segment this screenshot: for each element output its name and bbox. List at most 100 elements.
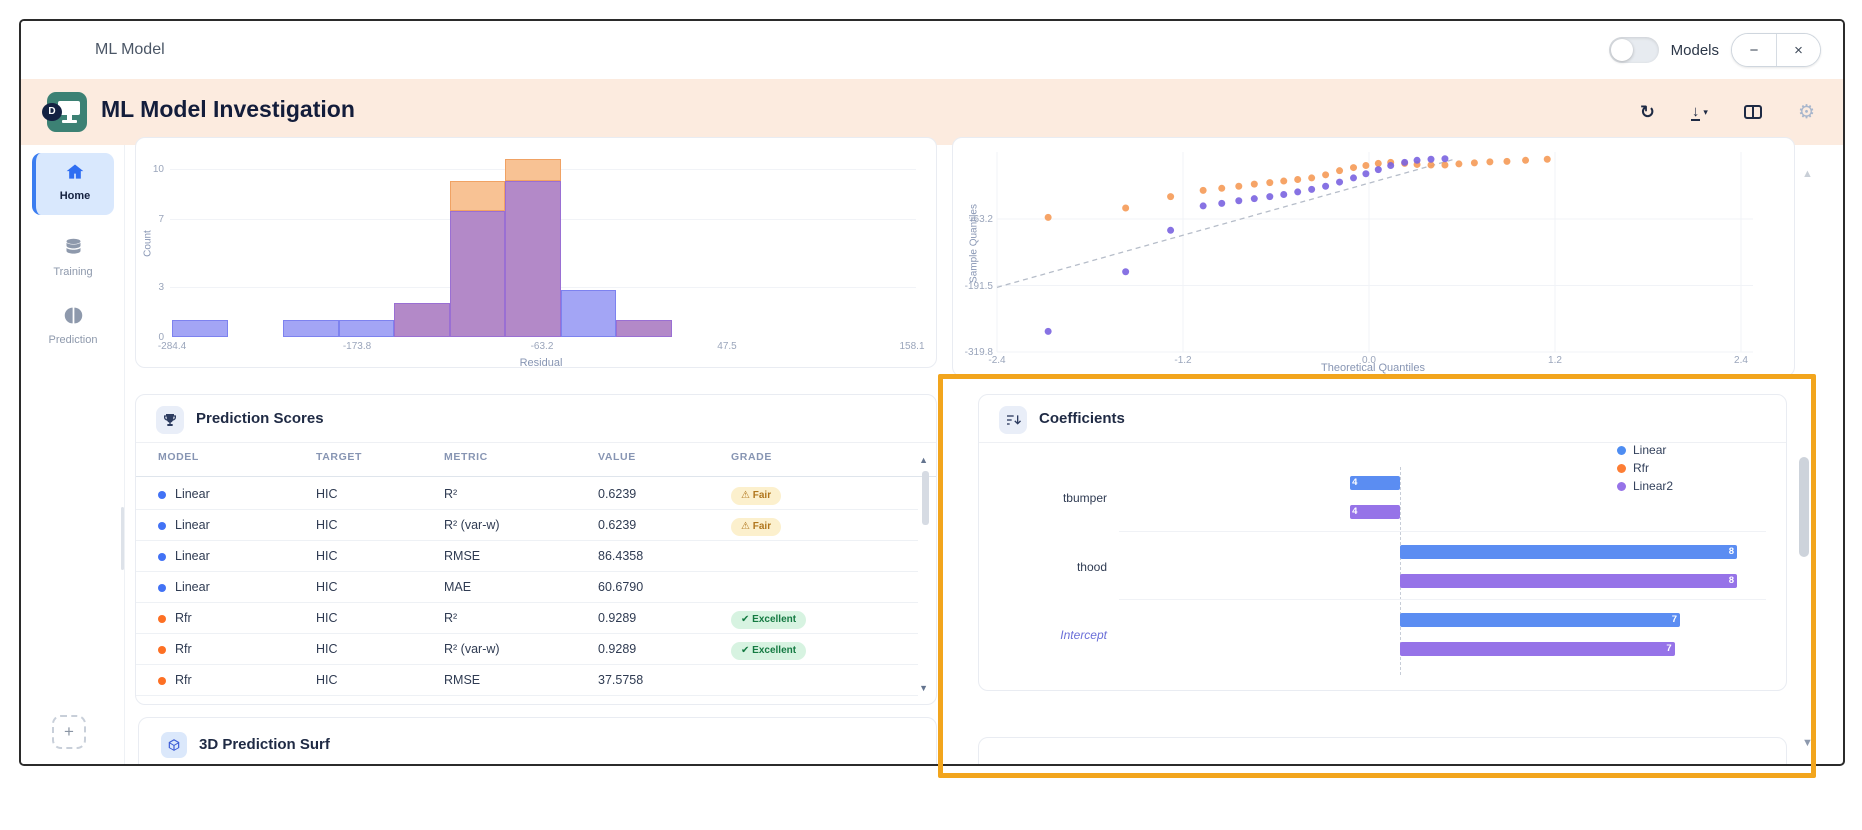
qq-point-orange-series[interactable] <box>1218 184 1226 192</box>
table-row[interactable]: Linear HIC RMSE 86.4358 <box>136 541 918 572</box>
table-row[interactable]: Linear HIC MAE 60.6790 <box>136 572 918 603</box>
qq-point-orange-series[interactable] <box>1543 155 1551 163</box>
qq-point-purple-series[interactable] <box>1427 155 1435 163</box>
qq-point-orange-series[interactable] <box>1294 175 1302 183</box>
qq-point-purple-series[interactable] <box>1441 155 1449 163</box>
sidebar-scrollbar[interactable] <box>121 507 124 570</box>
sidebar-item-training[interactable]: Training <box>21 237 125 278</box>
minimize-button[interactable]: − <box>1732 34 1776 66</box>
qq-point-purple-series[interactable] <box>1294 188 1302 196</box>
qq-point-purple-series[interactable] <box>1413 156 1421 164</box>
prediction-scores-header: Prediction Scores <box>136 395 936 443</box>
qq-point-purple-series[interactable] <box>1266 193 1274 201</box>
qq-point-orange-series[interactable] <box>1235 182 1243 190</box>
qq-point-purple-series[interactable] <box>1218 199 1226 207</box>
qq-point-orange-series[interactable] <box>1280 177 1288 185</box>
hist-bar-orange[interactable] <box>505 158 561 181</box>
qq-point-orange-series[interactable] <box>1122 204 1130 212</box>
qq-plot[interactable] <box>953 138 1794 376</box>
sidebar-item-prediction[interactable]: Prediction <box>21 305 125 346</box>
models-toggle[interactable] <box>1608 37 1659 63</box>
legend-item-rfr[interactable]: Rfr <box>1617 459 1673 477</box>
residual-histogram-plot[interactable]: 10 7 3 0 -284.4 -173.8 -63.2 47.5 158.1 <box>136 138 936 367</box>
qq-point-purple-series[interactable] <box>1199 202 1207 210</box>
qq-point-purple-series[interactable] <box>1280 191 1288 199</box>
page-scroll-down-icon[interactable]: ▼ <box>1802 737 1813 749</box>
qq-point-orange-series[interactable] <box>1199 186 1207 194</box>
qq-point-orange-series[interactable] <box>1322 171 1330 179</box>
qq-point-purple-series[interactable] <box>1044 327 1052 335</box>
refresh-icon[interactable]: ↻ <box>1639 101 1655 122</box>
coef-bar-linear2[interactable]: 4 <box>1350 505 1400 519</box>
hist-bar-overlap[interactable] <box>449 211 505 337</box>
qq-point-orange-series[interactable] <box>1522 156 1530 164</box>
hist-bar-overlap[interactable] <box>616 320 672 337</box>
hist-bar-orange[interactable] <box>449 180 505 211</box>
table-row[interactable]: Rfr HIC R² 0.9289 ✔ Excellent <box>136 603 918 634</box>
table-row[interactable]: Linear HIC R² 0.6239 ⚠ Fair <box>136 479 918 510</box>
table-row[interactable]: Rfr HIC R² (var-w) 0.9289 ✔ Excellent <box>136 634 918 665</box>
qq-point-purple-series[interactable] <box>1250 195 1258 203</box>
qq-point-purple-series[interactable] <box>1122 268 1130 276</box>
close-button[interactable]: × <box>1776 34 1820 66</box>
qq-x-tick: -2.4 <box>988 355 1006 366</box>
download-icon[interactable]: ↓ ▾ <box>1690 102 1708 121</box>
qq-point-orange-series[interactable] <box>1336 167 1344 175</box>
coef-bar-linear[interactable]: 7 <box>1400 613 1681 627</box>
scores-table-header: MODEL TARGET METRIC VALUE GRADE <box>136 451 936 477</box>
legend-item-linear[interactable]: Linear <box>1617 441 1673 459</box>
coef-bar-linear2[interactable]: 7 <box>1400 642 1675 656</box>
qq-point-orange-series[interactable] <box>1250 180 1258 188</box>
table-row[interactable]: Linear HIC R² (var-w) 0.6239 ⚠ Fair <box>136 510 918 541</box>
qq-point-purple-series[interactable] <box>1322 182 1330 190</box>
qq-point-orange-series[interactable] <box>1044 213 1052 221</box>
legend-item-linear2[interactable]: Linear2 <box>1617 477 1673 495</box>
hist-bar-blue[interactable] <box>283 320 339 337</box>
qq-point-purple-series[interactable] <box>1167 226 1175 234</box>
page-scrollbar-thumb[interactable] <box>1799 457 1809 557</box>
sidebar-item-home[interactable]: Home <box>32 153 114 215</box>
qq-point-orange-series[interactable] <box>1167 193 1175 201</box>
qq-point-orange-series[interactable] <box>1427 161 1435 169</box>
cell-value: 60.6790 <box>598 580 644 594</box>
qq-point-orange-series[interactable] <box>1266 179 1274 187</box>
page-scroll-up-icon[interactable]: ▲ <box>1802 168 1813 180</box>
qq-point-purple-series[interactable] <box>1336 178 1344 186</box>
cell-model: Rfr <box>158 603 192 634</box>
qq-x-tick: 0.0 <box>1362 355 1376 366</box>
coef-bar-linear2[interactable]: 8 <box>1400 573 1737 588</box>
trophy-icon <box>156 406 184 434</box>
table-scroll-down-icon[interactable]: ▼ <box>919 683 928 693</box>
qq-point-orange-series[interactable] <box>1350 164 1357 172</box>
qq-point-orange-series[interactable] <box>1441 161 1449 169</box>
hist-bar-overlap[interactable] <box>394 303 450 337</box>
qq-point-orange-series[interactable] <box>1374 159 1382 167</box>
qq-point-purple-series[interactable] <box>1387 161 1395 169</box>
coefficients-plot[interactable]: tbumper 4 4 thood 8 8 Intercept 7 7 <box>979 443 1786 690</box>
qq-point-purple-series[interactable] <box>1235 197 1243 205</box>
columns-icon[interactable] <box>1743 105 1762 119</box>
table-scrollbar-thumb[interactable] <box>922 471 929 525</box>
hist-bar-overlap[interactable] <box>505 180 561 337</box>
table-scroll-up-icon[interactable]: ▲ <box>919 455 928 465</box>
hist-bar-blue[interactable] <box>172 320 228 337</box>
coef-bar-linear[interactable]: 4 <box>1350 476 1400 490</box>
coef-bar-linear[interactable]: 8 <box>1400 544 1737 559</box>
qq-point-purple-series[interactable] <box>1362 170 1370 178</box>
qq-point-orange-series[interactable] <box>1362 161 1370 169</box>
qq-point-purple-series[interactable] <box>1401 158 1409 166</box>
add-panel-button[interactable]: + <box>52 715 86 749</box>
qq-point-orange-series[interactable] <box>1308 174 1316 182</box>
qq-point-purple-series[interactable] <box>1374 166 1382 174</box>
qq-point-orange-series[interactable] <box>1455 160 1463 168</box>
qq-point-orange-series[interactable] <box>1503 157 1511 165</box>
qq-point-orange-series[interactable] <box>1470 159 1478 167</box>
qq-point-purple-series[interactable] <box>1350 174 1357 182</box>
hist-bar-blue[interactable] <box>338 320 394 337</box>
cell-grade: ✔ Excellent <box>731 603 807 634</box>
qq-point-orange-series[interactable] <box>1486 158 1494 166</box>
table-row[interactable]: Rfr HIC RMSE 37.5758 <box>136 665 918 696</box>
settings-gear-icon[interactable]: ⚙ <box>1797 101 1815 123</box>
hist-bar-blue[interactable] <box>560 289 616 337</box>
qq-point-purple-series[interactable] <box>1308 185 1316 193</box>
